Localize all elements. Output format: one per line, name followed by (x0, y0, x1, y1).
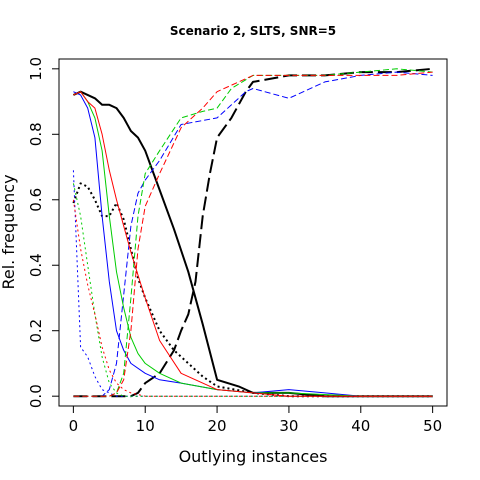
x-tick-label: 0 (69, 417, 79, 435)
x-tick-label: 30 (279, 417, 298, 435)
x-tick-label: 50 (423, 417, 442, 435)
series-line-4 (73, 91, 433, 397)
series-line-12 (73, 71, 433, 397)
series-line-3 (73, 67, 433, 398)
y-axis: 0.0 0.2 0.4 0.6 0.8 1.0 (27, 57, 60, 408)
x-tick-label: 20 (208, 417, 227, 435)
series-line-10 (73, 91, 433, 397)
chart-title: Scenario 2, SLTS, SNR=5 (170, 24, 336, 38)
series-line-2 (72, 182, 433, 398)
y-tick-label: 0.6 (27, 188, 45, 212)
y-tick-label: 0.8 (27, 122, 45, 146)
x-tick-label: 10 (136, 417, 155, 435)
series-line-6 (73, 71, 433, 397)
x-axis-label: Outlying instances (179, 447, 328, 466)
x-axis: 0 10 20 30 40 50 (69, 405, 442, 435)
y-axis-label: Rel. frequency (0, 174, 18, 289)
x-tick-label: 40 (351, 417, 370, 435)
series-line-8 (72, 183, 433, 397)
y-tick-label: 0.0 (27, 384, 45, 408)
series-layer (72, 67, 433, 398)
series-line-1 (72, 90, 433, 398)
series-line-11 (72, 199, 433, 397)
y-tick-label: 0.2 (27, 319, 45, 343)
series-line-5 (72, 170, 433, 397)
y-tick-label: 0.4 (27, 253, 45, 277)
y-tick-label: 1.0 (27, 57, 45, 81)
series-line-7 (73, 91, 433, 397)
